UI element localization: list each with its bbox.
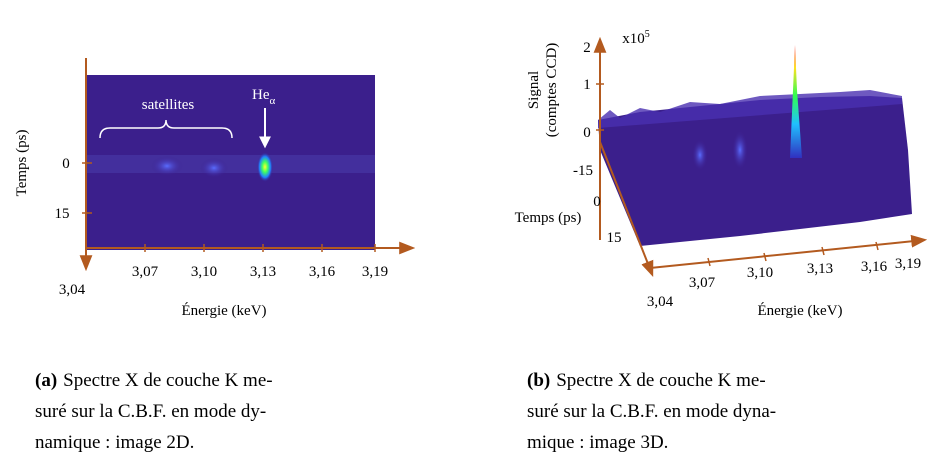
annotation-peak: Heα bbox=[252, 87, 276, 107]
caption-line: (a) Spectre X de couche K me- bbox=[35, 370, 273, 391]
caption-a: (a) Spectre X de couche K me- suré sur la… bbox=[35, 370, 273, 453]
caption-label: (b) bbox=[527, 370, 550, 391]
satellite-ridge bbox=[692, 139, 708, 171]
panel-b: x105 Signal (comptes CCD) 2 1 0 -15 0 15… bbox=[515, 29, 928, 319]
x-tick-label: 3,16 bbox=[861, 259, 888, 275]
caption-line: mique : image 3D. bbox=[527, 432, 668, 453]
x-axis-label: Énergie (keV) bbox=[181, 302, 266, 319]
y-axis-label: Temps (ps) bbox=[14, 130, 30, 197]
x-tick-label: 3,13 bbox=[250, 264, 276, 280]
caption-text: Spectre X de couche K me- bbox=[63, 370, 272, 391]
x-tick-label: 3,16 bbox=[309, 264, 336, 280]
scale-label: x105 bbox=[622, 29, 650, 47]
z-tick-label: 2 bbox=[583, 40, 591, 56]
surface-noise bbox=[598, 90, 902, 128]
peak-spot bbox=[257, 152, 273, 182]
x-tick-label: 3,13 bbox=[807, 261, 833, 277]
z-axis-label: (comptes CCD) bbox=[544, 43, 560, 138]
caption-line: suré sur la C.B.F. en mode dyna- bbox=[527, 401, 776, 422]
peak-spike bbox=[790, 45, 802, 158]
surface-3d bbox=[598, 96, 912, 246]
ticks bbox=[82, 162, 376, 252]
y-tick-label: 0 bbox=[62, 156, 70, 172]
z-tick-label: 1 bbox=[583, 77, 591, 93]
y-tick-label: -15 bbox=[573, 163, 593, 179]
x-tick-label: 3,10 bbox=[191, 264, 217, 280]
x-tick-label: 3,04 bbox=[59, 282, 86, 298]
z-tick-label: 0 bbox=[583, 125, 591, 141]
caption-label: (a) bbox=[35, 370, 57, 391]
panel-a: Temps (ps) 0 15 3,04 3,07 3,10 3,13 3,16… bbox=[14, 58, 416, 319]
scale-base: x10 bbox=[622, 31, 645, 47]
scale-exponent: 5 bbox=[645, 29, 650, 40]
y-tick-label: 15 bbox=[55, 206, 70, 222]
satellite-spot bbox=[200, 158, 228, 178]
x-tick-label: 3,07 bbox=[689, 275, 716, 291]
z-axis-label: Signal bbox=[526, 71, 542, 109]
caption-line: suré sur la C.B.F. en mode dy- bbox=[35, 401, 266, 422]
peak-label: He bbox=[252, 87, 270, 103]
annotation-satellites: satellites bbox=[142, 97, 195, 113]
x-tick-label: 3,19 bbox=[895, 256, 921, 272]
x-tick-label: 3,19 bbox=[362, 264, 388, 280]
brace bbox=[99, 119, 233, 139]
x-tick-label: 3,04 bbox=[647, 294, 674, 310]
satellite-spot bbox=[151, 156, 183, 176]
peak-subscript: α bbox=[270, 95, 276, 107]
x-tick-label: 3,07 bbox=[132, 264, 159, 280]
x-tick-label: 3,10 bbox=[747, 265, 773, 281]
ticks bbox=[596, 83, 879, 267]
caption-text: Spectre X de couche K me- bbox=[556, 370, 765, 391]
y-tick-label: 0 bbox=[593, 194, 601, 210]
caption-line: namique : image 2D. bbox=[35, 432, 194, 453]
caption-b: (b) Spectre X de couche K me- suré sur la… bbox=[527, 370, 776, 453]
y-axis bbox=[599, 141, 654, 277]
caption-line: (b) Spectre X de couche K me- bbox=[527, 370, 766, 391]
emission-band bbox=[86, 155, 375, 173]
satellite-ridge bbox=[732, 130, 748, 170]
y-tick-label: 15 bbox=[607, 230, 622, 246]
x-axis-label: Énergie (keV) bbox=[757, 302, 842, 319]
x-axis bbox=[649, 234, 928, 269]
y-axis-label: Temps (ps) bbox=[515, 210, 582, 226]
